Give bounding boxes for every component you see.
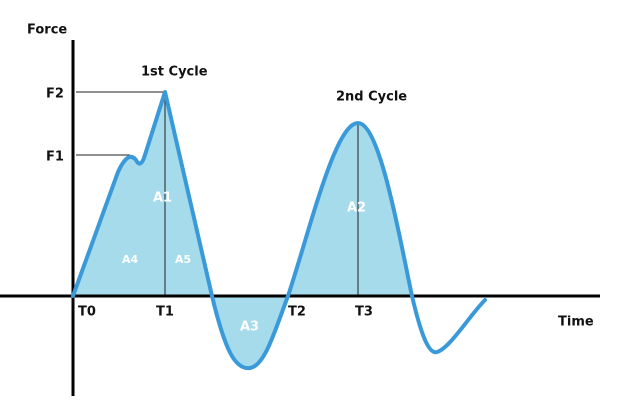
cycle-label: 2nd Cycle bbox=[336, 90, 407, 105]
force-curve bbox=[71, 90, 487, 371]
y-axis-label: Force bbox=[27, 23, 67, 38]
force-level-label: F1 bbox=[46, 150, 64, 165]
x-axis-label: Time bbox=[558, 315, 594, 330]
area-label: A5 bbox=[175, 253, 191, 266]
time-point-label: T2 bbox=[288, 305, 306, 320]
force-level-label: F2 bbox=[46, 87, 64, 102]
cycle-label: 1st Cycle bbox=[141, 65, 208, 80]
time-point-label: T0 bbox=[78, 305, 96, 320]
time-point-label: T1 bbox=[156, 305, 174, 320]
area-label: A2 bbox=[347, 201, 366, 216]
area-label: A1 bbox=[153, 191, 172, 206]
time-point-label: T3 bbox=[355, 305, 373, 320]
area-fill-cycle1 bbox=[73, 92, 212, 296]
area-label: A3 bbox=[240, 320, 259, 335]
area-label: A4 bbox=[122, 253, 139, 266]
